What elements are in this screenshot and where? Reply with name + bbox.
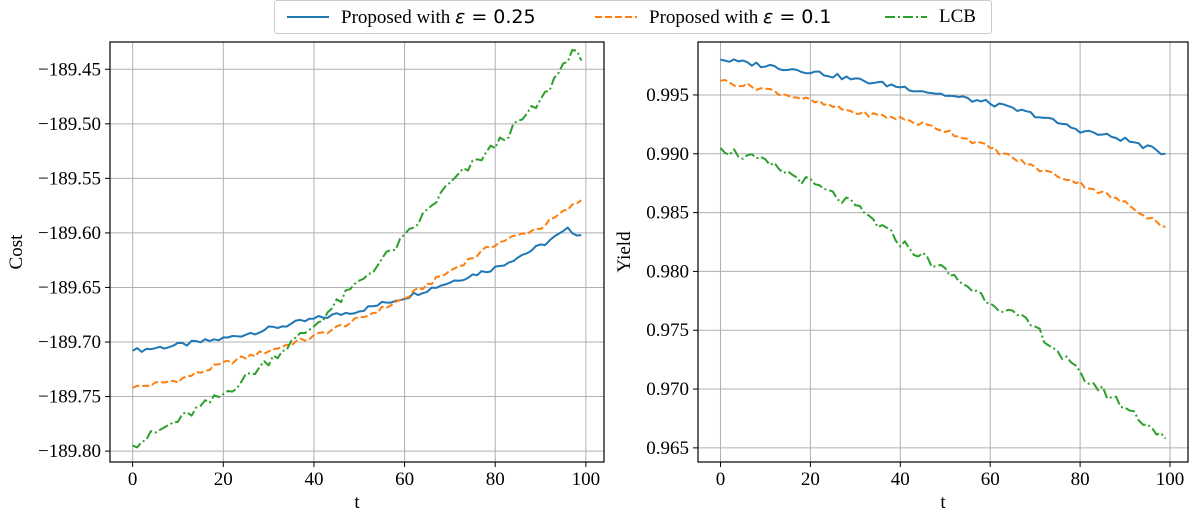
- legend: Proposed with ε = 0.25 Proposed with ε =…: [274, 0, 992, 34]
- plot-frame: [697, 41, 1189, 463]
- x-tick-label: 0: [716, 469, 726, 490]
- x-tick-label: 60: [395, 469, 414, 490]
- y-axis-label: Yield: [614, 231, 635, 273]
- y-tick-label: 0.965: [646, 438, 689, 459]
- series-line: [720, 79, 1166, 228]
- cost-chart: 0 20 40 60 80 100 −189.80 −189.75 −189.70 −189.65…: [6, 41, 605, 513]
- x-axis-label: t: [940, 492, 946, 513]
- y-tick-label: 0.980: [646, 261, 689, 282]
- x-tick-label: 20: [214, 469, 233, 490]
- y-axis-label: Cost: [6, 234, 27, 270]
- y-tick-label: 0.985: [646, 203, 689, 224]
- y-tick-label: 0.990: [646, 144, 689, 165]
- plot-frame: [109, 41, 605, 463]
- legend-line-dashed-icon: [595, 16, 637, 18]
- legend-item-proposed-01: Proposed with ε = 0.1: [593, 5, 832, 29]
- x-tick-label: 40: [891, 469, 910, 490]
- legend-line-solid-icon: [287, 16, 329, 18]
- x-tick-label: 80: [486, 469, 505, 490]
- y-tick-label: −189.45: [38, 59, 101, 80]
- legend-label: LCB: [939, 6, 976, 27]
- y-tick-label: −189.80: [38, 441, 101, 462]
- x-tick-label: 60: [981, 469, 1000, 490]
- y-tick-label: −189.75: [38, 387, 101, 408]
- y-tick-label: −189.70: [38, 332, 101, 353]
- series-line: [720, 58, 1166, 156]
- y-tick-label: 0.995: [646, 85, 689, 106]
- x-tick-label: 20: [801, 469, 820, 490]
- x-tick-label: 100: [1156, 469, 1185, 490]
- y-tick-label: 0.970: [646, 379, 689, 400]
- series-line: [132, 199, 582, 389]
- series-line: [719, 147, 1167, 440]
- y-tick-label: −189.65: [38, 277, 101, 298]
- legend-line-dashdot-icon: [885, 16, 927, 18]
- legend-item-lcb: LCB: [883, 5, 976, 29]
- x-tick-label: 100: [572, 469, 601, 490]
- y-tick-label: −189.50: [38, 114, 101, 135]
- series-line: [132, 49, 583, 449]
- y-tick-label: −189.55: [38, 168, 101, 189]
- x-tick-label: 40: [304, 469, 323, 490]
- legend-label: Proposed with ε = 0.25: [341, 5, 536, 28]
- y-tick-label: −189.60: [38, 223, 101, 244]
- yield-chart: 0 20 40 60 80 100 0.965 0.970 0.975 0.980 0.985 0.9…: [614, 41, 1189, 513]
- legend-item-proposed-025: Proposed with ε = 0.25: [285, 5, 536, 29]
- legend-label: Proposed with ε = 0.1: [649, 5, 832, 28]
- y-tick-label: 0.975: [646, 320, 689, 341]
- series-line: [132, 226, 582, 353]
- x-axis-label: t: [354, 492, 360, 513]
- x-tick-label: 0: [128, 469, 138, 490]
- x-tick-label: 80: [1071, 469, 1090, 490]
